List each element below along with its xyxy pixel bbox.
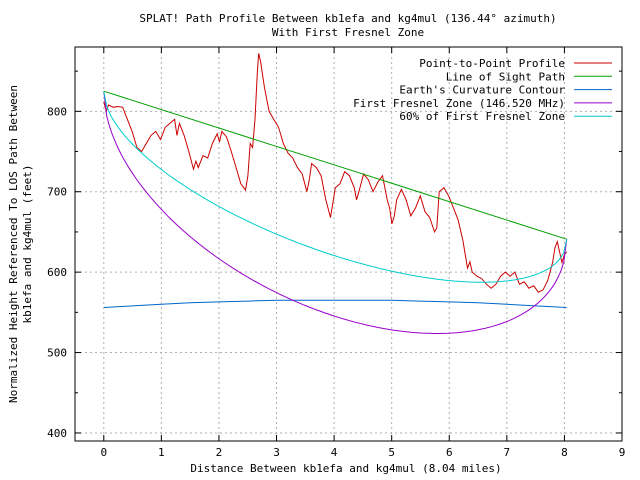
y-tick-label: 400 bbox=[47, 427, 67, 440]
legend-label: First Fresnel Zone (146.520 MHz) bbox=[353, 97, 565, 110]
legend-label: Line of Sight Path bbox=[446, 70, 565, 83]
chart-subtitle: With First Fresnel Zone bbox=[272, 26, 424, 39]
series-line-4 bbox=[103, 91, 568, 283]
x-tick-label: 4 bbox=[331, 446, 338, 459]
series-line-2 bbox=[103, 299, 567, 308]
plot-frame bbox=[74, 46, 623, 442]
y-tick-label: 800 bbox=[47, 105, 67, 118]
y-tick-label: 500 bbox=[47, 347, 67, 360]
legend-label: Earth's Curvature Contour bbox=[399, 84, 565, 97]
x-tick-label: 7 bbox=[504, 446, 511, 459]
x-tick-label: 1 bbox=[158, 446, 165, 459]
x-tick-label: 2 bbox=[216, 446, 223, 459]
y-axis-label-line2: kb1efa and kg4mul (feet) bbox=[21, 165, 34, 324]
legend-label: 60% of First Fresnel Zone bbox=[399, 110, 565, 123]
y-tick-label: 600 bbox=[47, 266, 67, 279]
x-axis-label: Distance Between kb1efa and kg4mul (8.04… bbox=[190, 462, 501, 475]
x-tick-label: 3 bbox=[273, 446, 280, 459]
series-line-3 bbox=[103, 91, 568, 334]
series-line-0 bbox=[103, 53, 568, 293]
y-tick-label: 700 bbox=[47, 186, 67, 199]
x-tick-label: 5 bbox=[388, 446, 395, 459]
legend-label: Point-to-Point Profile bbox=[419, 57, 565, 70]
axis-ticks: 0 1 2 3 4 5 6 7 8 9 400 500 600 700 800 bbox=[47, 47, 625, 459]
chart-title: SPLAT! Path Profile Between kb1efa and k… bbox=[139, 12, 556, 25]
x-tick-label: 8 bbox=[561, 446, 568, 459]
series-group bbox=[103, 53, 568, 334]
x-tick-label: 9 bbox=[619, 446, 626, 459]
x-tick-label: 0 bbox=[100, 446, 107, 459]
series-line-1 bbox=[103, 90, 567, 240]
y-axis-label-line1: Normalized Height Referenced To LOS Path… bbox=[7, 85, 20, 403]
x-tick-label: 6 bbox=[446, 446, 453, 459]
